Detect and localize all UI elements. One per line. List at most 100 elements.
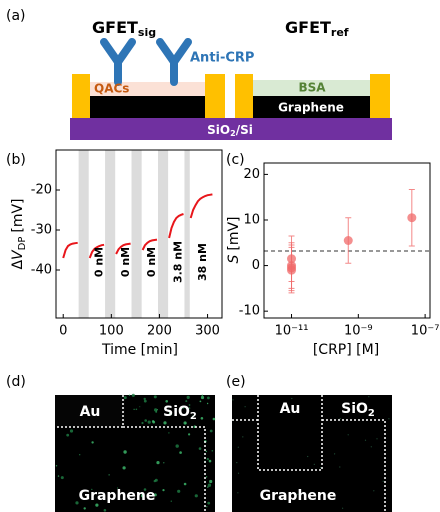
speckle [162,489,165,492]
chart: -20 -30 -40 0 100 200 300 0 nM 0 nM 0 nM 3.8 nM 38 … [31,149,223,339]
speckle [236,462,238,464]
speckle [168,412,173,416]
x-tick-label: 0 [59,324,67,339]
pad-label: Au [280,401,301,417]
speckle [244,406,246,408]
speckle [342,507,344,509]
speckle [123,450,127,454]
speckle [206,457,209,461]
device-name: GFET [285,18,331,37]
substrate-main: SiO [207,123,230,137]
speckle [69,429,74,433]
speckle [139,406,141,408]
speckle [179,451,182,454]
speckle [313,463,315,465]
speckle [368,396,370,398]
schematic: GFETsig GFETref Anti-CRP QACs BSA Graphe… [70,18,392,140]
panel-label: (d) [6,374,26,390]
micrograph-d [55,395,215,512]
speckle [144,419,147,422]
antibody-icon [100,38,136,86]
annotation: 0 nM [145,247,158,277]
speckle [205,476,208,478]
speckle [156,461,160,465]
x-tick-label: 200 [147,324,172,339]
bsa-label: BSA [298,81,326,95]
speckle [188,433,191,436]
y-tick-label: 20 [243,167,260,182]
speckle [373,490,375,492]
speckle [55,465,58,467]
speckle [135,408,138,411]
channel-label: Graphene [79,488,156,504]
device-title: GFETsig [92,18,156,40]
bsa-layer [253,80,370,96]
coating-label: QACs [94,82,129,96]
speckle [307,455,309,458]
device-title: GFETref [285,18,349,40]
speckle [212,417,216,421]
speckle [207,483,212,487]
x-axis-label: [CRP] [M] [313,342,379,358]
y-label-unit: [mV] [226,216,242,250]
plot-frame [263,162,431,319]
speckle [242,436,244,438]
speckle [206,402,209,405]
speckle [123,396,127,400]
speckle [153,479,156,483]
speckle [147,420,151,424]
y-label-unit: [mV] [10,198,26,232]
speckle [388,418,390,420]
y-tick-label: -30 [31,223,52,238]
speckle [237,446,239,448]
y-axis-label: S [mV] [226,216,242,263]
y-label-var: S [226,255,242,264]
speckle [382,480,384,482]
speckle [370,446,372,448]
point [407,213,417,223]
oxide-main: SiO [163,404,190,420]
substrate-sub: 2 [230,129,236,138]
shaded-span [105,150,116,318]
annotation: 3.8 nM [172,241,185,283]
speckle [57,475,60,477]
speckle [200,395,205,400]
speckle [291,397,293,400]
speckle [174,409,177,411]
y-tick-label: -10 [239,304,260,319]
device-sub: sig [138,26,156,39]
speckle [237,492,239,494]
speckle [198,447,202,450]
annotation: 0 nM [119,247,132,277]
speckle [168,432,170,434]
speckle [163,462,165,464]
oxide-main: SiO [341,401,368,417]
electrode [72,74,90,118]
speckle [201,394,203,396]
speckle [153,395,157,399]
speckle [208,459,212,463]
antibody-icon [156,38,192,86]
channel-label: Graphene [260,488,337,504]
shaded-span [158,150,169,318]
panel-label: (c) [226,152,245,168]
panel-label: (b) [6,152,26,168]
speckle [128,394,131,396]
x-tick-label: 300 [195,324,220,339]
graphene-label: Graphene [278,101,344,115]
pad-label: Au [80,404,101,420]
antibody-label: Anti-CRP [190,51,254,66]
speckle [185,400,188,403]
speckle [153,493,157,497]
speckle [83,507,86,510]
speckle [209,479,213,484]
annotation: 0 nM [92,247,105,277]
point [343,236,353,245]
data-line [62,193,213,259]
plot-frame [55,149,223,319]
speckle [117,487,119,489]
outline [232,395,386,512]
x-tick-label: 10⁻¹¹ [275,324,309,339]
speckle [131,393,135,397]
speckle [186,395,190,399]
